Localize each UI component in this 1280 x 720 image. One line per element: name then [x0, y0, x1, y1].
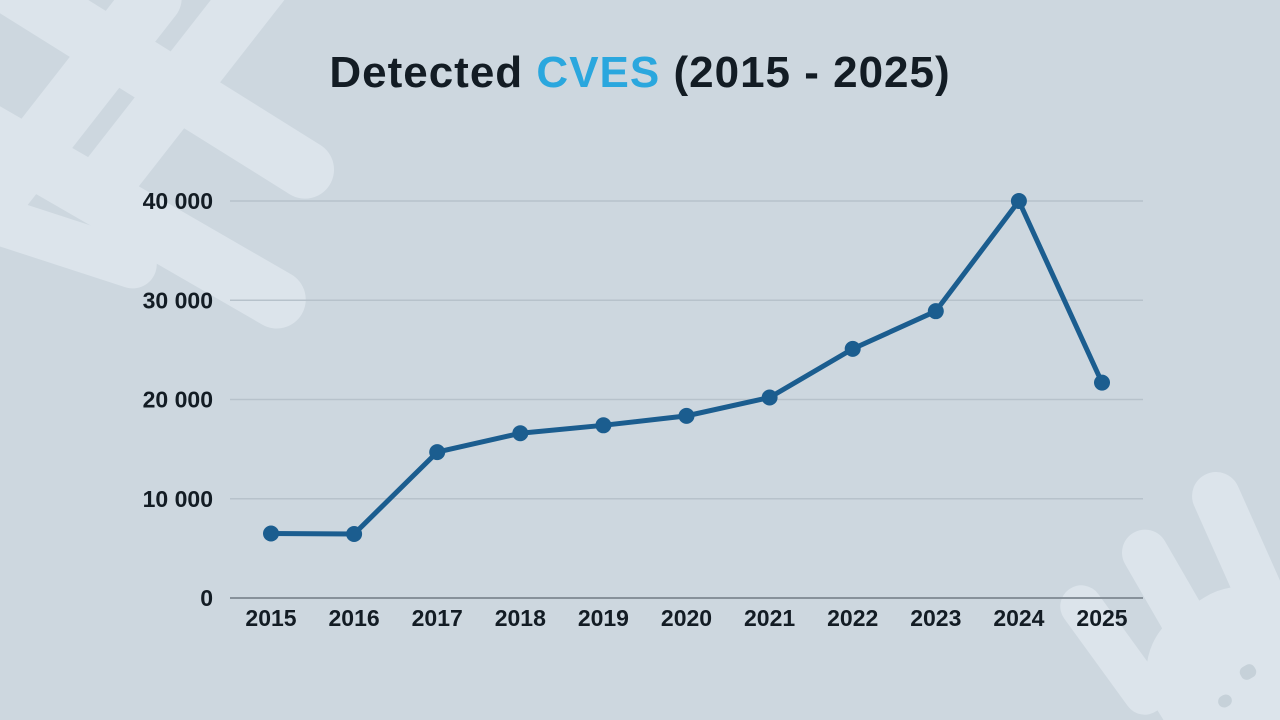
chart-title: Detected CVES (2015 - 2025) [0, 48, 1280, 98]
data-point-2024 [1010, 193, 1027, 209]
y-axis-label: 40 000 [143, 188, 213, 214]
y-axis-label: 0 [200, 585, 213, 611]
y-axis-label: 30 000 [143, 287, 213, 313]
title-text-accent: CVES [536, 48, 661, 97]
y-axis-label: 10 000 [143, 486, 213, 512]
series-line [268, 198, 1105, 537]
data-point-2016 [346, 525, 363, 542]
x-axis-label: 2019 [578, 605, 629, 631]
title-text-dark: Detected [329, 48, 537, 97]
data-point-2025 [1094, 374, 1110, 391]
data-point-2019 [595, 417, 612, 434]
data-point-2023 [927, 303, 944, 320]
data-point-2017 [429, 444, 446, 461]
x-axis-label: 2018 [495, 605, 546, 631]
x-axis-label: 2025 [1076, 605, 1127, 631]
x-axis-label: 2015 [245, 605, 296, 631]
title-text-dark: (2015 - 2025) [660, 48, 951, 97]
x-axis-label: 2024 [993, 605, 1044, 631]
y-axis-label: 20 000 [143, 387, 213, 413]
data-point-2020 [678, 407, 695, 424]
data-point-2022 [844, 340, 861, 357]
x-axis-label: 2022 [827, 605, 878, 631]
x-axis-label: 2016 [329, 605, 380, 631]
x-axis-label: 2023 [910, 605, 961, 631]
x-axis-label: 2021 [744, 605, 795, 631]
data-point-2018 [512, 425, 529, 442]
x-axis-label: 2017 [412, 605, 463, 631]
data-point-2021 [761, 389, 778, 406]
data-point-2015 [263, 525, 279, 542]
x-axis-label: 2020 [661, 605, 712, 631]
